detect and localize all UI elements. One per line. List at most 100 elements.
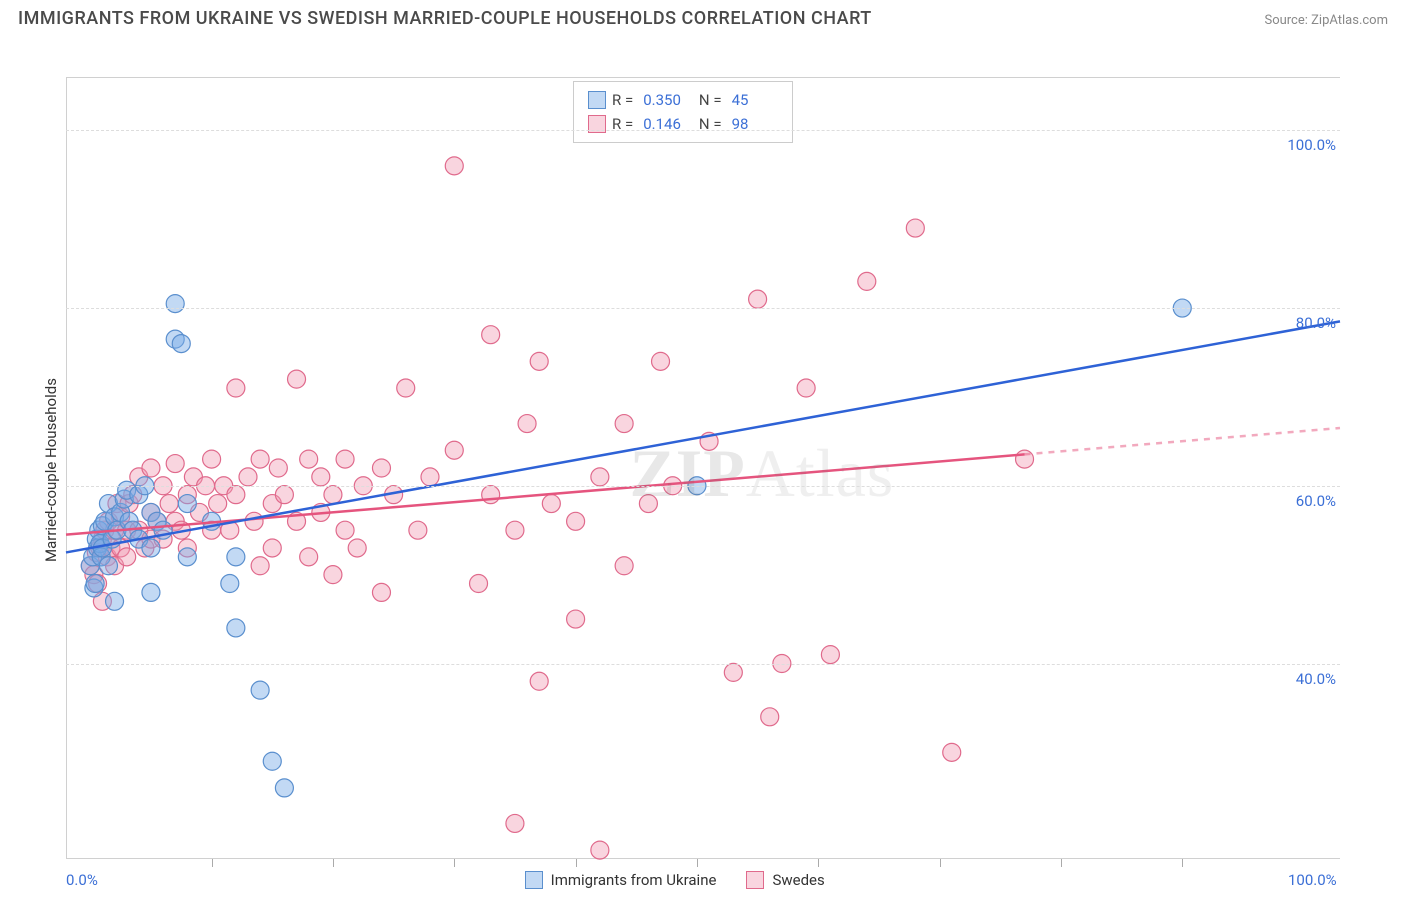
scatter-point-ukraine bbox=[166, 295, 184, 313]
scatter-point-swedes bbox=[797, 379, 815, 397]
scatter-point-swedes bbox=[761, 708, 779, 726]
scatter-point-swedes bbox=[506, 814, 524, 832]
r-value-ukraine: 0.350 bbox=[643, 88, 689, 112]
scatter-point-swedes bbox=[263, 539, 281, 557]
xtick-mark bbox=[1182, 859, 1183, 867]
scatter-point-swedes bbox=[239, 468, 257, 486]
scatter-point-swedes bbox=[251, 450, 269, 468]
scatter-point-swedes bbox=[652, 352, 670, 370]
scatter-point-swedes bbox=[749, 290, 767, 308]
gridline bbox=[66, 130, 1340, 131]
gridline bbox=[66, 664, 1340, 665]
ytick-label: 80.0% bbox=[1280, 314, 1336, 332]
source-label: Source: bbox=[1264, 13, 1311, 28]
ytick-label: 100.0% bbox=[1280, 136, 1336, 154]
scatter-point-swedes bbox=[591, 841, 609, 859]
scatter-point-swedes bbox=[858, 272, 876, 290]
scatter-point-swedes bbox=[1016, 450, 1034, 468]
xtick-label: 0.0% bbox=[66, 871, 98, 889]
scatter-point-swedes bbox=[482, 326, 500, 344]
scatter-point-swedes bbox=[324, 566, 342, 584]
xtick-mark bbox=[454, 859, 455, 867]
r-label: R = bbox=[612, 112, 633, 136]
scatter-point-swedes bbox=[724, 663, 742, 681]
scatter-point-swedes bbox=[372, 459, 390, 477]
swatch-swedes bbox=[746, 871, 764, 889]
trend-line-ukraine bbox=[66, 321, 1340, 552]
scatter-point-ukraine bbox=[263, 752, 281, 770]
gridline bbox=[66, 486, 1340, 487]
scatter-point-swedes bbox=[821, 646, 839, 664]
swatch-ukraine bbox=[588, 91, 606, 109]
xtick-mark bbox=[212, 859, 213, 867]
scatter-point-ukraine bbox=[142, 583, 160, 601]
scatter-point-swedes bbox=[615, 557, 633, 575]
scatter-point-ukraine bbox=[172, 335, 190, 353]
scatter-point-swedes bbox=[160, 495, 178, 513]
scatter-point-ukraine bbox=[227, 619, 245, 637]
source-attribution: Source: ZipAtlas.com bbox=[1264, 9, 1388, 28]
scatter-point-ukraine bbox=[251, 681, 269, 699]
n-label: N = bbox=[695, 88, 721, 112]
legend-item-ukraine: Immigrants from Ukraine bbox=[525, 871, 717, 889]
scatter-point-swedes bbox=[506, 521, 524, 539]
source-value: ZipAtlas.com bbox=[1311, 13, 1388, 28]
scatter-point-ukraine bbox=[106, 592, 124, 610]
n-value-ukraine: 45 bbox=[732, 88, 778, 112]
scatter-point-ukraine bbox=[178, 495, 196, 513]
xtick-mark bbox=[1061, 859, 1062, 867]
page-title: IMMIGRANTS FROM UKRAINE VS SWEDISH MARRI… bbox=[18, 8, 872, 29]
legend-stats-row-swedes: R = 0.146 N = 98 bbox=[588, 112, 778, 136]
legend-label-swedes: Swedes bbox=[772, 871, 824, 889]
scatter-point-swedes bbox=[275, 486, 293, 504]
ytick-label: 40.0% bbox=[1280, 670, 1336, 688]
scatter-point-swedes bbox=[227, 379, 245, 397]
scatter-point-swedes bbox=[203, 450, 221, 468]
scatter-point-swedes bbox=[530, 352, 548, 370]
scatter-point-swedes bbox=[409, 521, 427, 539]
xtick-mark bbox=[576, 859, 577, 867]
ytick-label: 60.0% bbox=[1280, 492, 1336, 510]
xtick-mark bbox=[940, 859, 941, 867]
scatter-point-ukraine bbox=[227, 548, 245, 566]
scatter-point-swedes bbox=[372, 583, 390, 601]
scatter-point-swedes bbox=[288, 370, 306, 388]
plot-svg bbox=[66, 77, 1340, 859]
scatter-point-swedes bbox=[943, 743, 961, 761]
n-value-swedes: 98 bbox=[732, 112, 778, 136]
scatter-point-swedes bbox=[142, 459, 160, 477]
legend-label-ukraine: Immigrants from Ukraine bbox=[551, 871, 717, 889]
scatter-point-swedes bbox=[348, 539, 366, 557]
scatter-point-ukraine bbox=[142, 539, 160, 557]
scatter-point-swedes bbox=[421, 468, 439, 486]
scatter-point-swedes bbox=[518, 415, 536, 433]
scatter-point-swedes bbox=[445, 441, 463, 459]
scatter-point-ukraine bbox=[86, 575, 104, 593]
scatter-point-swedes bbox=[445, 157, 463, 175]
correlation-scatter-chart: Married-couple Households R = 0.350 N = … bbox=[18, 35, 1406, 909]
scatter-point-swedes bbox=[530, 672, 548, 690]
scatter-point-swedes bbox=[324, 486, 342, 504]
scatter-point-swedes bbox=[397, 379, 415, 397]
legend-stats-row-ukraine: R = 0.350 N = 45 bbox=[588, 88, 778, 112]
scatter-point-swedes bbox=[470, 575, 488, 593]
y-axis-label: Married-couple Households bbox=[42, 378, 60, 562]
scatter-point-swedes bbox=[300, 450, 318, 468]
scatter-point-swedes bbox=[639, 495, 657, 513]
scatter-point-swedes bbox=[166, 455, 184, 473]
scatter-point-swedes bbox=[482, 486, 500, 504]
scatter-point-swedes bbox=[312, 468, 330, 486]
scatter-point-ukraine bbox=[221, 575, 239, 593]
xtick-mark bbox=[333, 859, 334, 867]
scatter-point-swedes bbox=[542, 495, 560, 513]
scatter-point-ukraine bbox=[99, 557, 117, 575]
swatch-ukraine bbox=[525, 871, 543, 889]
scatter-point-swedes bbox=[269, 459, 287, 477]
scatter-point-swedes bbox=[227, 486, 245, 504]
scatter-point-swedes bbox=[300, 548, 318, 566]
gridline bbox=[66, 308, 1340, 309]
trend-line-swedes-extrapolated bbox=[1025, 428, 1340, 454]
scatter-point-swedes bbox=[209, 495, 227, 513]
scatter-point-swedes bbox=[567, 610, 585, 628]
legend-item-swedes: Swedes bbox=[746, 871, 824, 889]
